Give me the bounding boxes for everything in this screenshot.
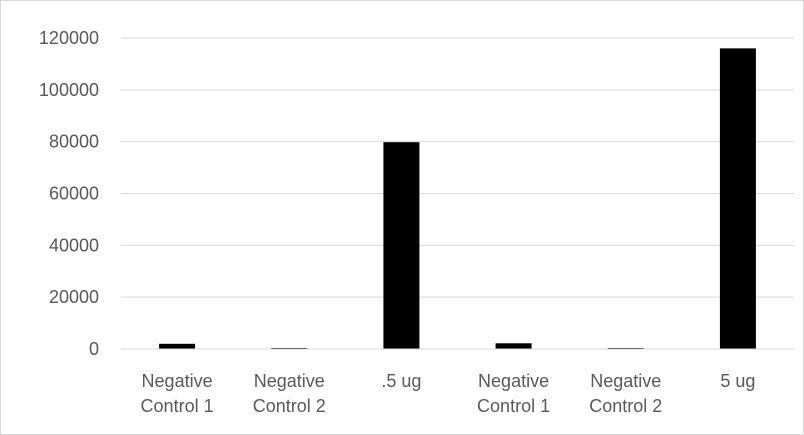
- bar: [383, 142, 420, 349]
- bar: [495, 343, 532, 349]
- x-category-label-line: Negative: [590, 371, 661, 391]
- x-category-label-line: Negative: [254, 371, 325, 391]
- y-tick-label: 0: [89, 339, 99, 359]
- y-tick-label: 40000: [49, 235, 99, 255]
- gridlines: [121, 37, 794, 298]
- x-category-label-line: .5 ug: [381, 371, 421, 391]
- y-axis-tick-labels: 0 20000 40000 60000 80000 100000 120000: [39, 28, 99, 359]
- x-category-label-line: 5 ug: [720, 371, 755, 391]
- bar: [719, 48, 756, 349]
- y-tick-label: 20000: [49, 287, 99, 307]
- x-category-label-line: Control 1: [477, 396, 550, 416]
- x-category-label-line: Control 1: [141, 396, 214, 416]
- x-category-label: Negative Control 2: [589, 371, 662, 416]
- bars: [159, 48, 756, 349]
- x-category-label: Negative Control 1: [477, 371, 550, 416]
- x-category-label-line: Negative: [478, 371, 549, 391]
- y-tick-label: 80000: [49, 132, 99, 152]
- x-category-label-line: Control 2: [589, 396, 662, 416]
- y-tick-label: 120000: [39, 28, 99, 48]
- y-tick-label: 60000: [49, 184, 99, 204]
- x-category-label: Negative Control 1: [141, 371, 214, 416]
- x-axis-category-labels: Negative Control 1 Negative Control 2 .5 ug N…: [141, 371, 756, 416]
- x-category-label: .5 ug: [381, 371, 421, 391]
- x-category-label-line: Control 2: [253, 396, 326, 416]
- x-category-label: 5 ug: [720, 371, 755, 391]
- bar: [159, 343, 196, 349]
- x-category-label-line: Negative: [142, 371, 213, 391]
- x-category-label: Negative Control 2: [253, 371, 326, 416]
- y-tick-label: 100000: [39, 80, 99, 100]
